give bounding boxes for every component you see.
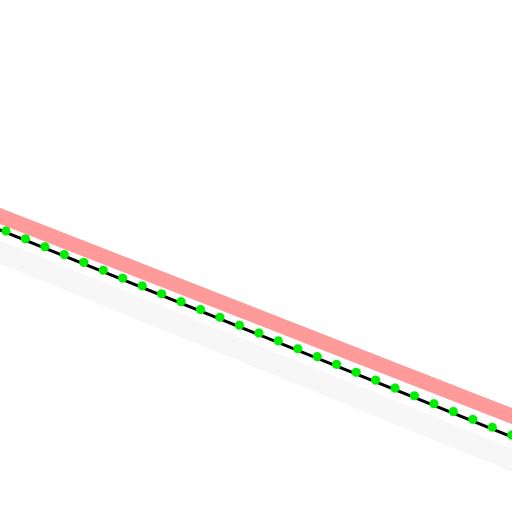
green-dot: [507, 430, 512, 440]
green-dot: [40, 242, 50, 252]
green-dot: [234, 320, 244, 330]
green-dot: [1, 226, 11, 236]
pink-band: [0, 207, 512, 425]
green-dot: [79, 257, 89, 267]
green-dot: [118, 273, 128, 283]
green-dot: [371, 375, 381, 385]
shadow-band: [0, 240, 512, 472]
green-dot: [273, 336, 283, 346]
green-dot: [312, 352, 322, 362]
green-dot: [409, 391, 419, 401]
green-dot: [332, 359, 342, 369]
green-dot: [176, 297, 186, 307]
green-dot: [390, 383, 400, 393]
green-dot: [293, 344, 303, 354]
dot-group: [1, 226, 512, 440]
green-dot: [195, 304, 206, 315]
green-dot: [59, 249, 69, 260]
green-dot: [254, 328, 264, 338]
green-dot: [215, 312, 225, 322]
green-dot: [351, 367, 361, 377]
green-dot: [20, 234, 30, 244]
green-dot: [429, 399, 439, 409]
green-dot: [448, 406, 458, 417]
green-dot: [157, 289, 167, 299]
green-dot: [137, 281, 147, 291]
green-dot: [98, 265, 108, 275]
green-dot: [487, 422, 497, 432]
green-dot: [468, 414, 478, 424]
